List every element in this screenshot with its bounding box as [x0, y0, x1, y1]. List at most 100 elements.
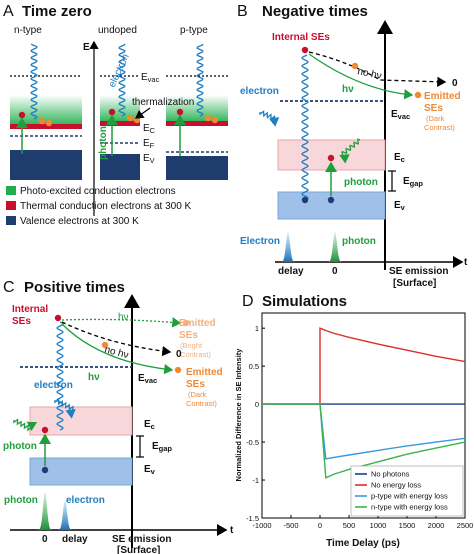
box	[6, 201, 16, 210]
dot	[174, 366, 182, 374]
wave	[196, 43, 204, 117]
y-tick-label: 0.5	[249, 362, 259, 371]
dot	[301, 196, 309, 204]
curve	[308, 51, 447, 87]
wave	[118, 43, 126, 117]
panel-title: Time zero	[22, 3, 92, 20]
box	[6, 216, 16, 225]
level-label: Egap	[403, 176, 423, 188]
photon-label: photon	[3, 441, 37, 452]
level-label: EF	[143, 138, 155, 150]
dot	[18, 154, 26, 162]
diagram-shapes	[6, 20, 464, 548]
level-label: EC	[143, 123, 156, 135]
legend-text: p-type with energy loss	[371, 492, 448, 501]
dot	[204, 114, 212, 122]
x-tick-label: 1500	[399, 521, 416, 530]
box	[100, 154, 140, 180]
axis-text: delay	[278, 266, 304, 277]
dot	[301, 46, 309, 54]
box	[6, 186, 16, 195]
photon-label: photon	[344, 177, 378, 188]
x-tick-label: 2500	[457, 521, 474, 530]
panel-letter: A	[3, 3, 14, 20]
line	[135, 107, 151, 119]
level-label: EV	[143, 153, 155, 165]
legend-text: No energy loss	[371, 481, 421, 490]
column-label: n-type	[14, 25, 42, 36]
annotation: hν	[342, 84, 354, 95]
series-line	[262, 403, 466, 460]
annotation: Internal SEs	[272, 32, 330, 43]
x-tick-label: 2000	[428, 521, 445, 530]
wave	[339, 138, 361, 164]
pulse-label: photon	[342, 236, 376, 247]
annotation: SEs	[179, 330, 198, 341]
wave	[259, 110, 280, 127]
axis-text: SE emission	[389, 266, 448, 277]
wave	[56, 321, 64, 431]
legend-text: Thermal conduction electrons at 300 K	[20, 201, 192, 212]
pulse	[276, 232, 300, 262]
y-tick-label: 1	[255, 324, 259, 333]
axis-text: delay	[62, 534, 88, 545]
dot	[176, 156, 184, 164]
pulse-label: electron	[66, 495, 105, 506]
annotation: no hν	[103, 344, 129, 361]
dot	[101, 341, 109, 349]
annotation: Contrast)	[186, 399, 217, 408]
box	[10, 124, 82, 129]
level-label: Ev	[144, 464, 156, 476]
y-axis-label: Normalized Difference in SE Intensity	[234, 348, 243, 482]
annotation: Emitted	[424, 91, 461, 102]
level-label: Evac	[391, 109, 410, 121]
dot	[211, 116, 219, 124]
pulse-label: photon	[4, 495, 38, 506]
electron-label: electron	[107, 52, 132, 89]
axis-text: 0	[42, 534, 48, 545]
dot	[327, 196, 335, 204]
curve	[61, 317, 182, 328]
dot	[126, 114, 134, 122]
dot	[108, 156, 116, 164]
panel-title: Positive times	[24, 279, 125, 296]
dot	[41, 466, 49, 474]
annotation: (Dark	[188, 390, 207, 399]
level-label: Evac	[138, 373, 157, 385]
annotation: (Bright	[180, 341, 203, 350]
box	[10, 95, 82, 124]
dot	[38, 117, 46, 125]
dot	[41, 426, 49, 434]
annotation: hν	[88, 372, 100, 383]
panel-letter: D	[242, 293, 254, 310]
annotation: Internal	[12, 304, 48, 315]
legend-box	[350, 465, 464, 517]
annotation: Emitted	[179, 318, 216, 329]
dot	[182, 319, 190, 327]
box	[166, 121, 228, 126]
x-tick-label: -500	[283, 521, 298, 530]
annotation: 0	[176, 349, 182, 360]
chart: -1000 -500 0 500 1000 1500 2000 2500 -1.5 -1 -0.5 0…	[246, 312, 474, 530]
x-tick-label: 0	[318, 521, 322, 530]
annotation: (Dark	[426, 114, 445, 123]
axis-text: [Surface]	[117, 545, 160, 554]
series-line	[262, 403, 466, 479]
box	[166, 156, 228, 180]
column-label: undoped	[98, 25, 137, 36]
panel-title: Negative times	[262, 3, 368, 20]
pulse-label: Electron	[240, 236, 280, 247]
wave	[30, 43, 38, 120]
axis-text: SE emission	[112, 534, 171, 545]
axis-text: t	[230, 525, 234, 536]
axis-text: t	[464, 257, 468, 268]
box	[277, 191, 386, 220]
annotation: Emitted	[186, 367, 223, 378]
axis-text: 0	[332, 266, 338, 277]
curve	[308, 53, 414, 100]
annotation: Contrast)	[424, 123, 455, 132]
x-tick-label: -1000	[252, 521, 271, 530]
box	[100, 121, 140, 126]
wave	[13, 418, 38, 432]
